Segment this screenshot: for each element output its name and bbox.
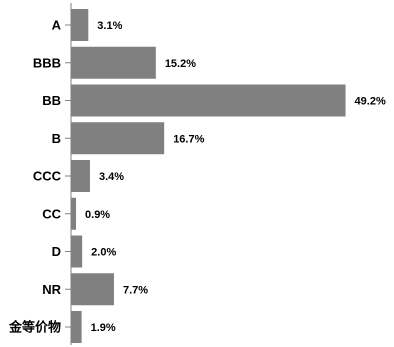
value-label-0: 3.1% <box>97 20 122 32</box>
value-label-7: 7.7% <box>123 284 148 296</box>
bar-0 <box>71 9 89 41</box>
value-label-2: 49.2% <box>355 96 386 108</box>
value-label-8: 1.9% <box>91 322 116 334</box>
category-label-5: CC <box>42 206 61 221</box>
category-label-3: B <box>52 131 61 146</box>
bar-2 <box>71 84 346 117</box>
bar-3 <box>71 122 165 155</box>
value-label-5: 0.9% <box>85 209 110 221</box>
bar-5 <box>71 197 77 230</box>
bar-6 <box>71 235 83 268</box>
category-label-8: 金等价物 <box>8 320 61 335</box>
value-label-3: 16.7% <box>173 133 204 145</box>
category-label-2: BB <box>42 93 61 108</box>
value-label-6: 2.0% <box>91 247 116 259</box>
category-label-7: NR <box>42 282 61 297</box>
category-label-4: CCC <box>33 169 62 184</box>
y-axis <box>65 3 72 345</box>
value-label-1: 15.2% <box>165 58 196 70</box>
bar-8 <box>71 311 82 343</box>
value-label-4: 3.4% <box>99 171 124 183</box>
value-labels: 3.1% 15.2% 49.2% 16.7% 3.4% 0.9% 2.0% 7.7% 1.9% <box>85 20 386 334</box>
bar-4 <box>71 160 90 192</box>
category-label-0: A <box>52 18 62 33</box>
bar-7 <box>71 273 114 306</box>
bar-1 <box>71 46 156 79</box>
bars-group <box>71 9 346 343</box>
category-label-1: BBB <box>33 55 61 70</box>
category-label-6: D <box>52 244 61 259</box>
